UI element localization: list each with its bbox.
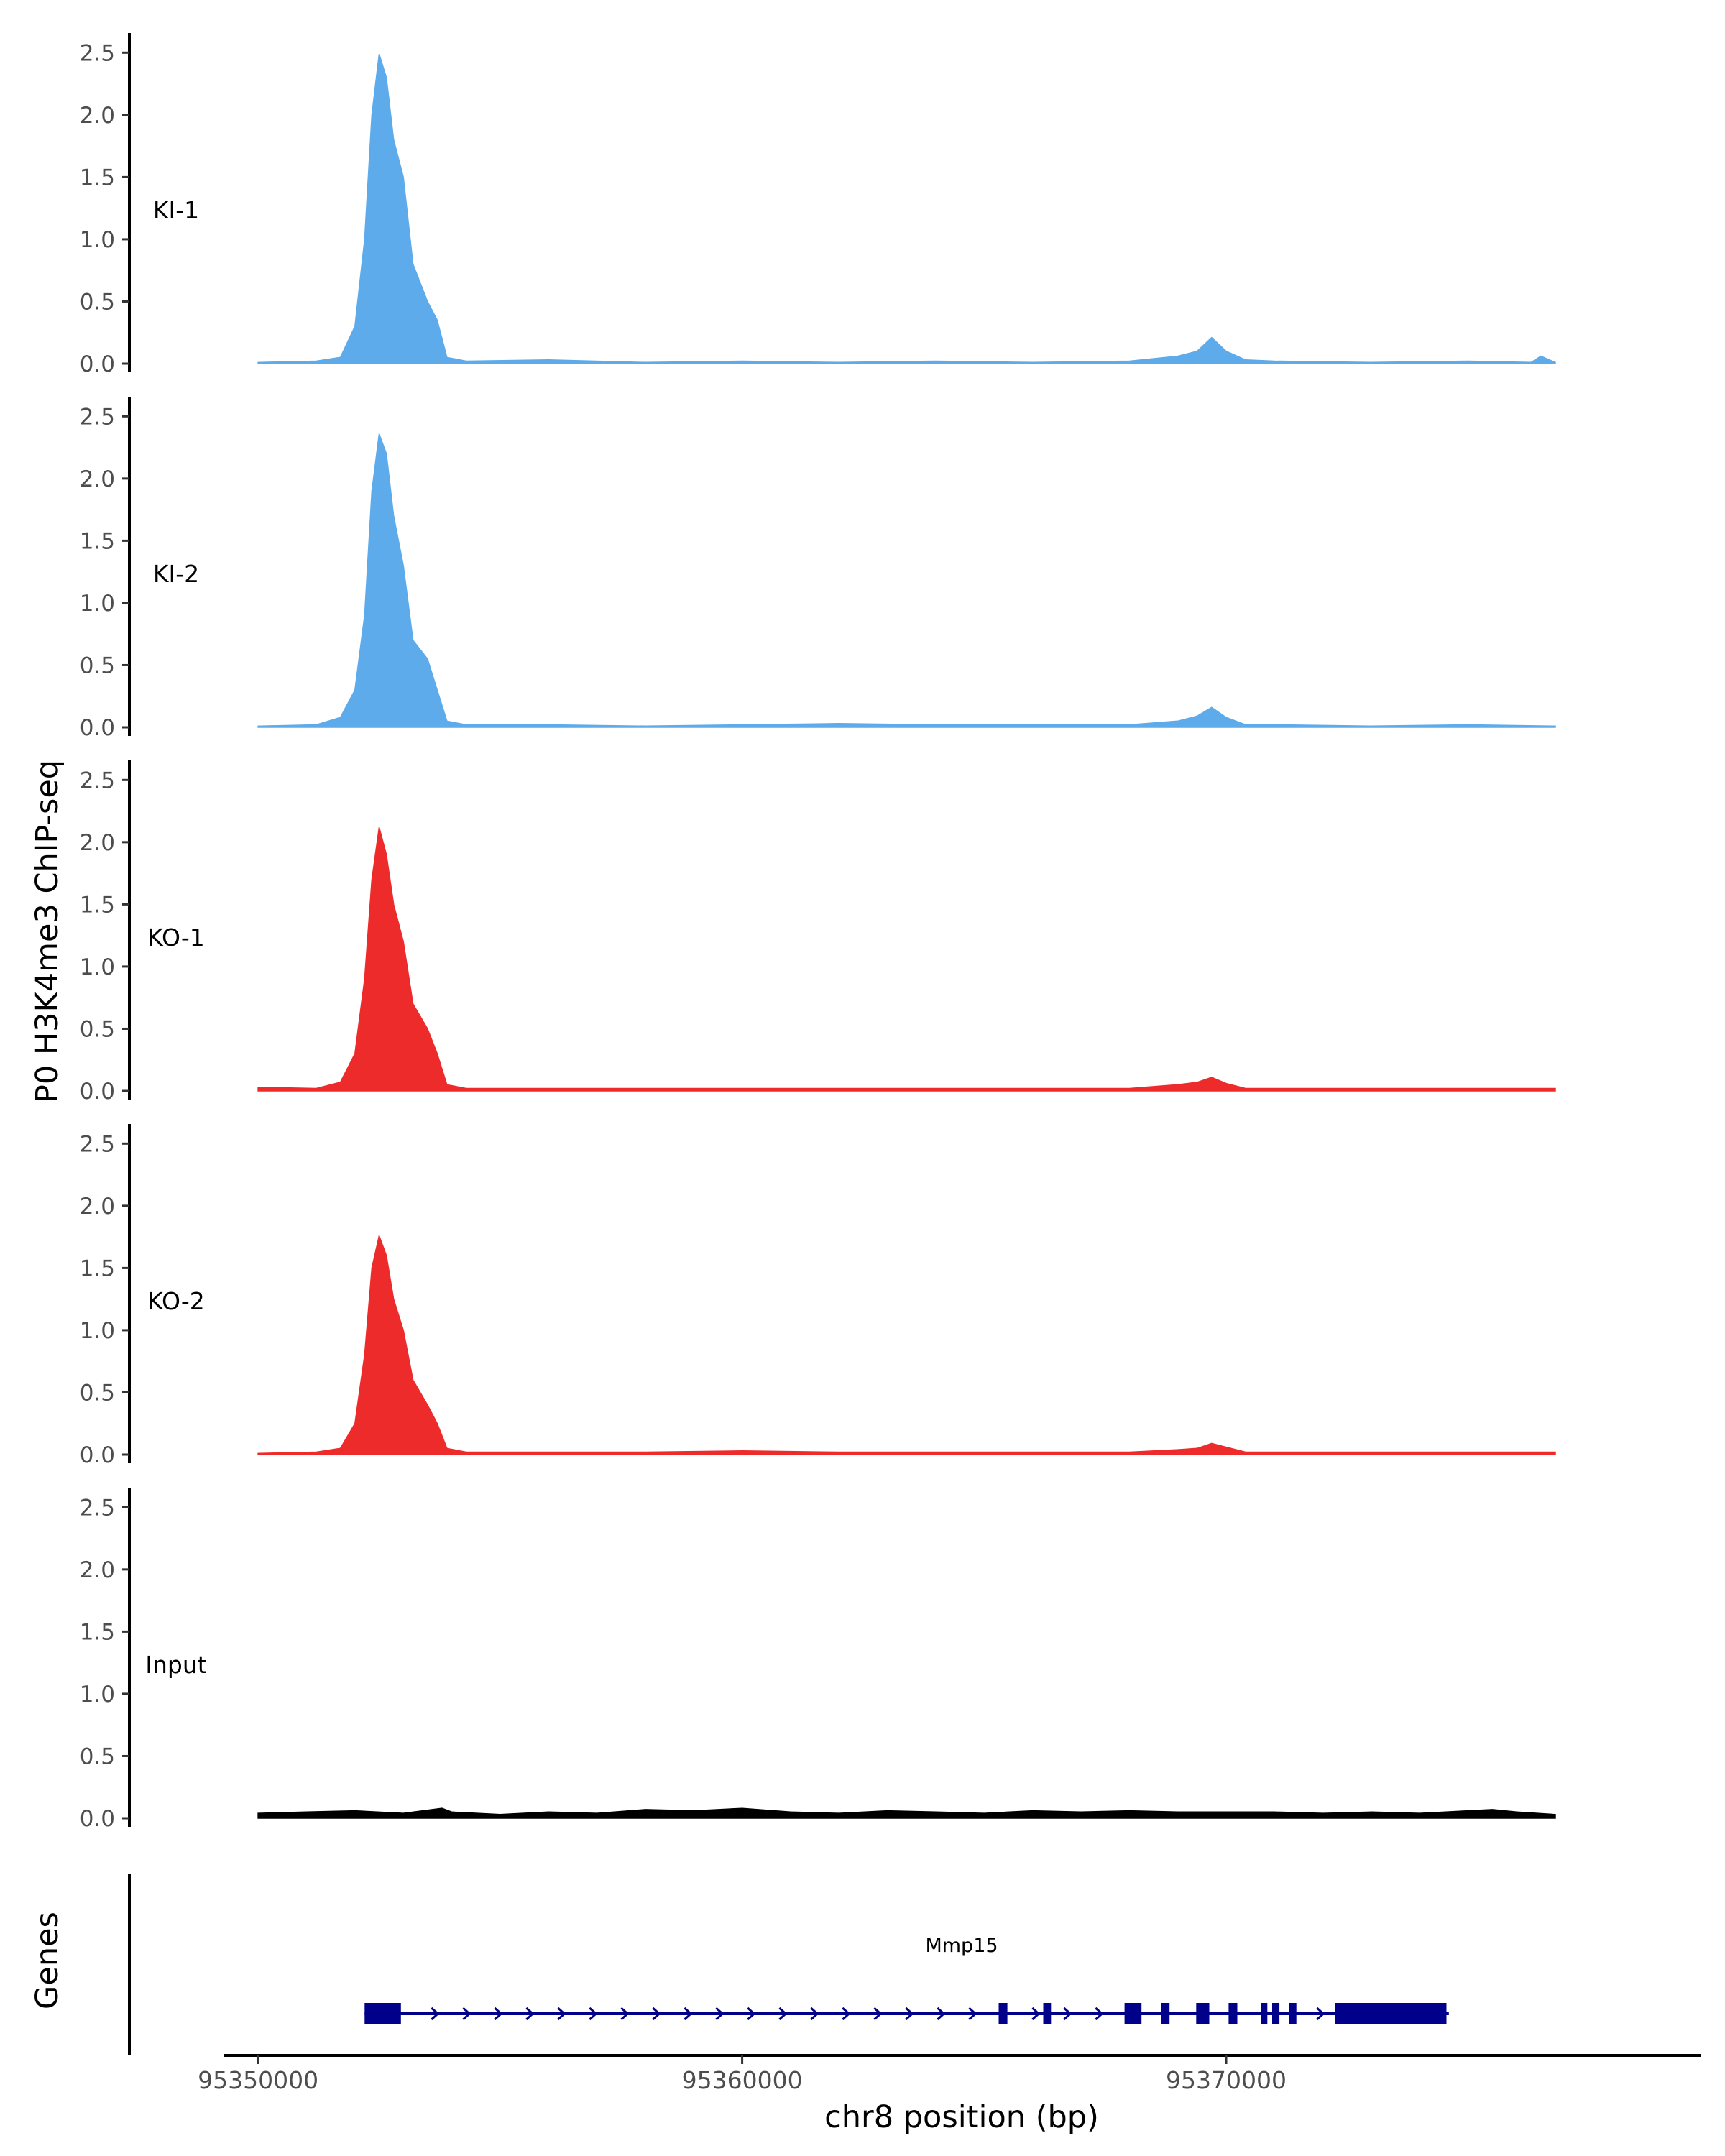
gene-label: Mmp15 — [925, 1935, 998, 1957]
gene-exon — [1335, 2003, 1447, 2024]
x-axis-title: chr8 position (bp) — [824, 2099, 1099, 2135]
track-label: KO-2 — [147, 1287, 205, 1315]
gene-exon — [998, 2003, 1008, 2024]
strand-chevron — [620, 2007, 630, 2021]
y-tick-label: 0.5 — [80, 1016, 115, 1042]
strand-chevron — [1316, 2007, 1325, 2021]
strand-chevron — [431, 2007, 440, 2021]
signal-area-ko-2 — [257, 1233, 1556, 1455]
track-ki-1: 0.0 0.5 1.0 1.5 2.0 2.5 KI-1 — [80, 33, 1556, 377]
strand-chevron — [1063, 2007, 1072, 2021]
y-tick-label: 2.0 — [80, 103, 115, 129]
strand-chevron — [589, 2007, 598, 2021]
strand-chevron — [747, 2007, 756, 2021]
gene-exon — [1272, 2003, 1280, 2024]
y-tick-label: 2.5 — [80, 1495, 115, 1521]
gene-exon — [1043, 2003, 1052, 2024]
strand-chevron — [873, 2007, 883, 2021]
y-tick-label: 0.0 — [80, 1079, 115, 1105]
y-tick-label: 0.5 — [80, 1380, 115, 1406]
gene-exon — [1124, 2003, 1142, 2024]
strand-chevron — [494, 2007, 503, 2021]
gene-track: Genes Mmp15 — [29, 1874, 1449, 2055]
gene-exon — [1261, 2003, 1268, 2024]
y-tick-label: 2.5 — [80, 40, 115, 66]
y-tick-label: 1.5 — [80, 528, 115, 554]
track-ki-2: 0.0 0.5 1.0 1.5 2.0 2.5 KI-2 — [80, 397, 1556, 741]
track-input: 0.0 0.5 1.0 1.5 2.0 2.5 Input — [80, 1488, 1556, 1832]
strand-chevron — [1095, 2007, 1104, 2021]
signal-area-input — [257, 1807, 1556, 1819]
y-tick-label: 1.5 — [80, 1619, 115, 1645]
track-label: KI-2 — [153, 560, 199, 588]
signal-area-ko-1 — [257, 826, 1556, 1092]
signal-area-ki-2 — [257, 433, 1556, 728]
strand-chevron — [557, 2007, 566, 2021]
gene-exon — [1196, 2003, 1210, 2024]
strand-chevron — [968, 2007, 978, 2021]
strand-chevron — [462, 2007, 472, 2021]
y-tick-label: 2.0 — [80, 466, 115, 492]
gene-exon — [1228, 2003, 1238, 2024]
track-label: KO-1 — [147, 923, 205, 952]
gene-exon — [364, 2003, 401, 2024]
track-ko-1: 0.0 0.5 1.0 1.5 2.0 2.5 KO-1 — [80, 760, 1556, 1105]
y-tick-label: 2.0 — [80, 1557, 115, 1583]
signal-area-ki-1 — [257, 53, 1556, 364]
x-ticks: 95350000 95360000 95370000 — [198, 2055, 1287, 2094]
y-tick-label: 1.5 — [80, 165, 115, 190]
strand-chevron — [684, 2007, 693, 2021]
y-axis-title: P0 H3K4me3 ChIP-seq — [29, 760, 65, 1103]
gene-exon — [1161, 2003, 1170, 2024]
strand-chevron — [525, 2007, 535, 2021]
y-tick-label: 2.5 — [80, 1131, 115, 1157]
y-tick-label: 2.0 — [80, 1194, 115, 1220]
strand-chevron — [905, 2007, 914, 2021]
y-tick-label: 1.5 — [80, 1256, 115, 1281]
x-axis: 95350000 95360000 95370000 chr8 position (… — [198, 2054, 1701, 2135]
x-tick-label: 95360000 — [682, 2066, 803, 2094]
strand-chevron — [810, 2007, 819, 2021]
gene-body — [364, 2003, 1449, 2024]
y-tick-label: 1.0 — [80, 227, 115, 253]
track-ko-2: 0.0 0.5 1.0 1.5 2.0 2.5 KO-2 — [80, 1124, 1556, 1468]
y-tick-label: 0.5 — [80, 653, 115, 678]
x-tick-label: 95350000 — [198, 2066, 318, 2094]
strand-chevron — [652, 2007, 661, 2021]
y-tick-label: 0.0 — [80, 351, 115, 377]
strand-chevron — [937, 2007, 946, 2021]
y-tick-label: 0.5 — [80, 289, 115, 315]
y-tick-label: 2.5 — [80, 768, 115, 793]
y-tick-label: 2.0 — [80, 830, 115, 856]
y-tick-label: 1.5 — [80, 892, 115, 918]
y-tick-label: 1.0 — [80, 954, 115, 980]
strand-chevron — [715, 2007, 724, 2021]
strand-chevron — [1031, 2007, 1041, 2021]
genes-axis-title: Genes — [29, 1912, 65, 2009]
y-tick-label: 0.0 — [80, 1806, 115, 1832]
y-tick-label: 0.5 — [80, 1743, 115, 1769]
track-label: Input — [145, 1651, 207, 1679]
tracks: 0.0 0.5 1.0 1.5 2.0 2.5 KI-1 0.0 0.5 1.0 1.5 2.0 2.5… — [80, 33, 1556, 1832]
strand-chevron — [778, 2007, 788, 2021]
y-tick-label: 0.0 — [80, 1442, 115, 1468]
track-label: KI-1 — [153, 196, 199, 224]
gene-exon — [1289, 2003, 1297, 2024]
x-tick-label: 95370000 — [1166, 2066, 1287, 2094]
y-tick-label: 1.0 — [80, 1682, 115, 1708]
strand-chevron — [842, 2007, 851, 2021]
y-tick-label: 1.0 — [80, 1318, 115, 1344]
y-tick-label: 0.0 — [80, 715, 115, 741]
y-tick-label: 1.0 — [80, 591, 115, 617]
y-tick-label: 2.5 — [80, 404, 115, 430]
